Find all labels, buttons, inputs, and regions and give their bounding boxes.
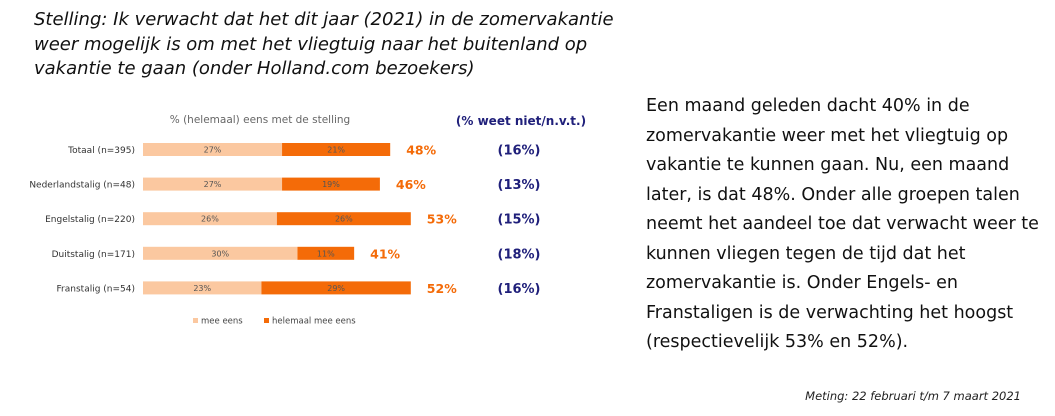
legend-swatch-mee-eens: [193, 318, 198, 323]
category-label: Nederlandstalig (n=48): [29, 181, 135, 191]
total-label: 48%: [406, 143, 436, 158]
bar-segment-mee-eens: [143, 177, 283, 191]
category-label: Franstalig (n=54): [57, 284, 135, 294]
legend: mee eens helemaal mee eens: [193, 317, 356, 327]
bar-segment-mee-eens: [143, 143, 283, 156]
total-label: 46%: [396, 177, 426, 192]
category-label: Engelstalig (n=220): [45, 215, 135, 225]
chart-title: % (helemaal) eens met de stelling: [170, 114, 350, 126]
total-label: 41%: [370, 246, 400, 261]
data-label: 19%: [322, 180, 340, 189]
bar-segment-mee-eens: [143, 281, 262, 295]
stacked-bar-chart: % (helemaal) eens met de stelling (% wee…: [0, 100, 640, 340]
data-label: 27%: [204, 146, 222, 155]
bar-segment-mee-eens: [143, 212, 277, 226]
data-label: 29%: [327, 284, 345, 293]
bar-segment-helemaal-mee-eens: [261, 281, 411, 295]
chart-canvas: % (helemaal) eens met de stelling (% wee…: [29, 114, 586, 327]
bar-segment-mee-eens: [143, 246, 298, 260]
weet-niet-label: (13%): [498, 178, 541, 193]
data-label: 26%: [201, 215, 219, 224]
data-label: 27%: [204, 180, 222, 189]
data-label: 26%: [335, 215, 353, 224]
data-label: 21%: [327, 146, 345, 155]
weet-niet-header: (% weet niet/n.v.t.): [456, 114, 586, 128]
weet-niet-label: (16%): [498, 144, 541, 159]
footnote: Meting: 22 februari t/m 7 maart 2021: [805, 389, 1021, 403]
legend-swatch-helemaal-mee-eens: [264, 318, 269, 323]
legend-label-mee-eens: mee eens: [201, 317, 243, 327]
total-label: 52%: [427, 281, 457, 296]
weet-niet-label: (18%): [498, 247, 541, 262]
headline: Stelling: Ik verwacht dat het dit jaar (…: [34, 9, 614, 79]
category-label: Duitstalig (n=171): [52, 250, 135, 260]
data-label: 23%: [193, 284, 211, 293]
bar-segment-helemaal-mee-eens: [282, 143, 391, 156]
weet-niet-label: (16%): [498, 282, 541, 297]
bar-segment-helemaal-mee-eens: [276, 212, 411, 226]
category-label: Totaal (n=395): [67, 146, 135, 156]
data-label: 11%: [317, 249, 335, 258]
summary-text: Een maand geleden dacht 40% in de zomerv…: [646, 96, 1039, 352]
legend-label-helemaal-mee-eens: helemaal mee eens: [272, 317, 356, 327]
weet-niet-label: (15%): [498, 213, 541, 228]
total-label: 53%: [427, 212, 457, 227]
bars-layer: Totaal (n=395) 27% 21% 48% (16%) Nederlandsta…: [29, 143, 540, 297]
bar-segment-helemaal-mee-eens: [282, 177, 380, 191]
bar-segment-helemaal-mee-eens: [297, 246, 355, 260]
data-label: 30%: [211, 249, 229, 258]
